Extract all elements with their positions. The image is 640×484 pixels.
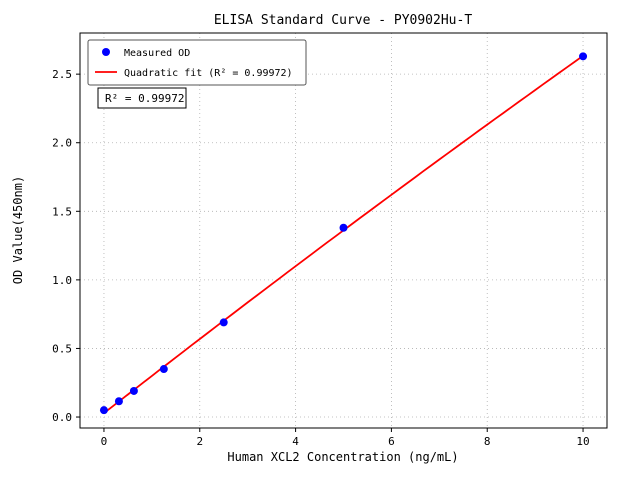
x-tick-label: 4: [292, 435, 299, 448]
plot-border: [79, 32, 608, 429]
y-tick-label: 2.0: [52, 137, 72, 150]
y-tick-label: 0.0: [52, 411, 72, 424]
data-point: [99, 406, 108, 415]
annotation-text: R² = 0.99972: [105, 92, 184, 105]
data-point: [579, 52, 588, 61]
legend-box: [87, 39, 307, 86]
x-tick-label: 8: [484, 435, 491, 448]
legend: Measured OD Quadratic fit (R² = 0.99972): [87, 39, 307, 86]
x-tick-label: 10: [576, 435, 589, 448]
r-squared-annotation: R² = 0.99972: [97, 87, 187, 109]
tick-layer: 0 2 4 6 8 10 0.0 0.5 1.0 1.5 2.0 2.5: [52, 68, 590, 448]
y-tick-label: 0.5: [52, 342, 72, 355]
data-point: [159, 365, 168, 374]
x-tick-label: 2: [196, 435, 203, 448]
y-axis-label: OD Value(450nm): [11, 176, 25, 284]
annotation-box: [97, 87, 187, 109]
data-point: [114, 397, 123, 406]
data-point: [339, 223, 348, 232]
legend-marker-measured-od-icon: [102, 48, 110, 56]
y-tick-label: 2.5: [52, 68, 72, 81]
legend-label-measured-od: Measured OD: [124, 48, 190, 59]
x-tick-label: 6: [388, 435, 395, 448]
chart-title: ELISA Standard Curve - PY0902Hu-T: [214, 13, 472, 28]
legend-label-quadratic-fit: Quadratic fit (R² = 0.99972): [124, 68, 293, 79]
series-layer: [99, 52, 588, 415]
y-tick-label: 1.5: [52, 205, 72, 218]
data-point: [219, 318, 228, 327]
x-axis-label: Human XCL2 Concentration (ng/mL): [227, 450, 458, 464]
x-tick-label: 0: [101, 435, 108, 448]
y-tick-label: 1.0: [52, 274, 72, 287]
data-point: [129, 386, 138, 395]
